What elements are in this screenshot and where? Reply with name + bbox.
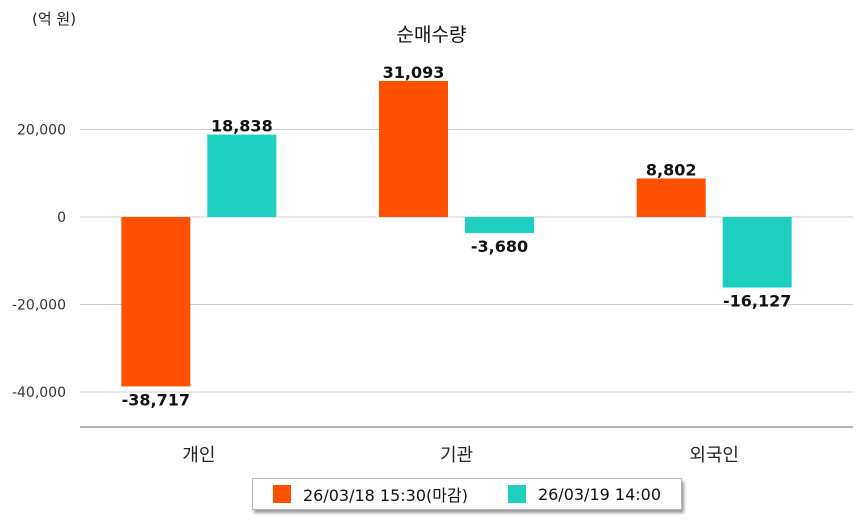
legend-swatch-series-2: [507, 485, 526, 503]
bar[interactable]: [379, 80, 448, 217]
data-label: -3,680: [471, 237, 528, 256]
bar[interactable]: [207, 134, 277, 217]
bar[interactable]: [722, 217, 792, 288]
bar[interactable]: [465, 217, 534, 234]
legend: 26/03/18 15:30(마감) 26/03/19 14:00: [252, 478, 682, 510]
x-tick-label: 개인: [182, 445, 215, 466]
y-tick-label: 20,000: [17, 123, 66, 139]
x-tick-label: 기관: [440, 445, 473, 466]
data-label: -38,717: [122, 390, 190, 409]
bar[interactable]: [121, 217, 191, 387]
data-label: 18,838: [211, 117, 273, 136]
legend-item-series-2[interactable]: 26/03/19 14:00: [507, 484, 661, 504]
legend-label-series-2: 26/03/19 14:00: [537, 484, 661, 504]
bar[interactable]: [636, 178, 706, 217]
y-tick-label: 0: [57, 210, 66, 226]
data-label: 8,802: [646, 160, 697, 179]
legend-label-series-1: 26/03/18 15:30(마감): [302, 486, 468, 505]
unit-label: (억 원): [32, 10, 77, 28]
y-tick-label: -40,000: [12, 385, 66, 401]
x-tick-label: 외국인: [689, 445, 739, 466]
legend-item-series-1[interactable]: 26/03/18 15:30(마감): [272, 482, 468, 506]
data-label: -16,127: [723, 292, 791, 311]
data-label: 31,093: [383, 63, 445, 82]
y-tick-label: -20,000: [12, 298, 66, 314]
chart-title: 순매수량: [396, 24, 467, 46]
legend-swatch-series-1: [272, 485, 291, 503]
